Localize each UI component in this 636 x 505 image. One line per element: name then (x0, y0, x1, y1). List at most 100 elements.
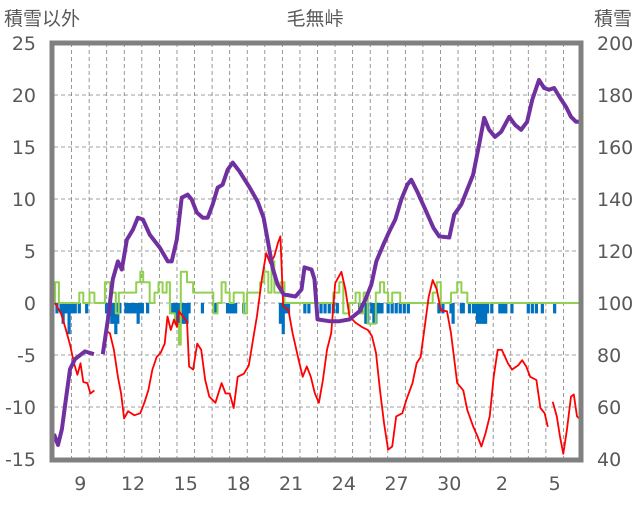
precip-bar (228, 303, 232, 314)
precip-bar (171, 303, 175, 314)
left-tick-label: -15 (5, 449, 36, 471)
precip-bar (232, 303, 236, 314)
right-tick-label: 160 (597, 137, 633, 159)
precip-bar (473, 303, 478, 314)
x-tick-label: 2 (496, 473, 508, 495)
x-tick-label: 15 (174, 473, 198, 495)
right-tick-label: 140 (597, 189, 633, 211)
right-tick-label: 80 (597, 345, 621, 367)
precip-bar (69, 303, 73, 314)
precip-bar (319, 303, 323, 314)
x-tick-label: 24 (332, 473, 356, 495)
precip-bar (63, 303, 67, 314)
precip-bar (364, 303, 368, 324)
right-tick-label: 40 (597, 449, 621, 471)
precip-bar (128, 303, 132, 314)
x-tick-label: 21 (279, 473, 303, 495)
snow-depth-line (52, 77, 580, 447)
precip-bar (441, 303, 445, 314)
right-tick-label: 180 (597, 85, 633, 107)
precip-bar (134, 303, 138, 314)
precip-bar (146, 303, 150, 314)
precip-bar (136, 303, 140, 324)
precip-bar (181, 303, 185, 324)
precip-bar (73, 303, 77, 314)
precip-bar (370, 303, 374, 314)
left-tick-label: -10 (5, 397, 36, 419)
precip-bar (185, 303, 189, 324)
gridlines (54, 42, 581, 460)
green-series-line (54, 260, 581, 346)
precip-bar (449, 303, 453, 314)
precip-bar (475, 303, 480, 324)
precip-bar (126, 303, 130, 314)
precip-bar (390, 303, 394, 314)
precip-bar (327, 303, 331, 314)
right-tick-label: 200 (597, 33, 633, 55)
precip-bar (183, 303, 187, 324)
precip-bar (124, 303, 128, 314)
precip-bar (281, 303, 285, 335)
precip-bar (323, 303, 327, 314)
precip-bar (467, 303, 472, 314)
right-tick-label: 120 (597, 241, 633, 263)
precip-bar (229, 303, 234, 314)
precip-bar (502, 303, 506, 314)
precip-bar (406, 303, 410, 314)
precip-bar (214, 303, 218, 314)
left-tick-label: 25 (12, 33, 36, 55)
plot-border (49, 40, 584, 463)
precip-bar (59, 303, 63, 314)
precip-bar (85, 303, 89, 314)
left-tick-label: 5 (24, 241, 36, 263)
precip-bar (173, 303, 177, 314)
temperature-line (54, 235, 581, 455)
precip-bar (112, 303, 116, 324)
precip-bar (553, 303, 557, 314)
precip-bar (485, 303, 490, 314)
blue-bars (55, 303, 557, 335)
left-tick-label: -5 (17, 345, 36, 367)
precip-bar (278, 303, 283, 324)
precip-bar (504, 303, 508, 314)
precip-bar (534, 303, 538, 314)
x-tick-label: 5 (549, 473, 561, 495)
x-tick-label: 12 (121, 473, 145, 495)
precip-bar (477, 303, 482, 324)
precip-bar (471, 303, 476, 314)
precip-bar (459, 303, 463, 314)
precip-bar (303, 303, 307, 314)
precip-bar (335, 303, 339, 314)
precip-bar (114, 303, 118, 335)
precip-bar (437, 303, 441, 314)
precip-bar (540, 303, 544, 314)
x-tick-label: 18 (226, 473, 250, 495)
precip-bar (378, 303, 382, 314)
precip-bar (132, 303, 136, 314)
right-axis-title: 積雪 (594, 8, 632, 30)
precip-bar (461, 303, 465, 314)
precip-bar (394, 303, 398, 314)
precip-bar (61, 303, 65, 324)
precip-bar (372, 303, 376, 324)
precip-bar (479, 303, 484, 324)
precip-bar (398, 303, 402, 314)
left-tick-label: 10 (12, 189, 36, 211)
left-axis-title: 積雪以外 (4, 8, 80, 30)
precip-bar (67, 303, 71, 335)
precip-bar (175, 303, 179, 324)
precip-bar (118, 303, 122, 314)
precip-bar (451, 303, 455, 324)
precip-bar (484, 303, 488, 324)
precip-bar (402, 303, 406, 314)
precip-bar (376, 303, 380, 314)
precip-bar (386, 303, 390, 314)
precip-bar (77, 303, 81, 314)
precip-bar (187, 303, 191, 314)
precip-bar (234, 303, 238, 314)
left-tick-label: 15 (12, 137, 36, 159)
right-tick-label: 60 (597, 397, 621, 419)
precip-bar (138, 303, 142, 314)
precip-bar (200, 303, 205, 314)
